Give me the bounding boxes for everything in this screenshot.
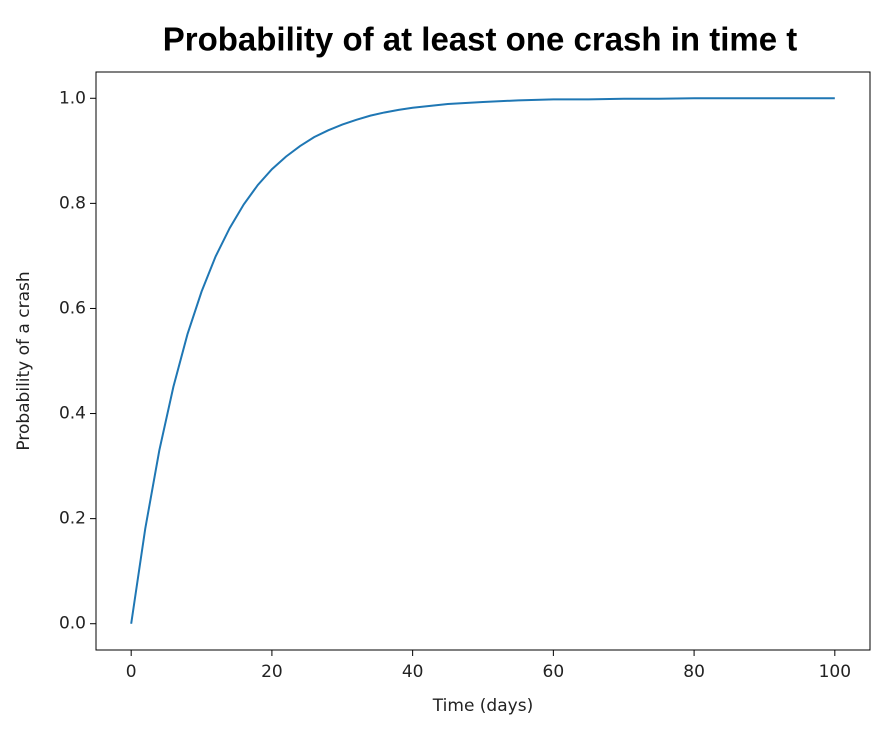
- y-axis-label: Probability of a crash: [14, 271, 34, 450]
- x-axis-label: Time (days): [432, 696, 533, 716]
- x-tick-label: 40: [402, 662, 424, 682]
- x-tick-label: 100: [819, 662, 851, 682]
- chart-title: Probability of at least one crash in tim…: [163, 21, 797, 58]
- y-tick-label: 1.0: [59, 88, 86, 108]
- x-tick-label: 80: [683, 662, 705, 682]
- y-tick-label: 0.2: [59, 509, 86, 529]
- plot-frame: [95, 71, 871, 651]
- y-tick-label: 0.8: [59, 193, 86, 213]
- y-tick-label: 0.6: [59, 298, 86, 318]
- y-tick-label: 0.4: [59, 404, 86, 424]
- x-tick-label: 60: [543, 662, 565, 682]
- line-series: [130, 97, 835, 624]
- x-tick-label: 20: [261, 662, 283, 682]
- y-tick-label: 0.0: [59, 614, 86, 634]
- x-tick-label: 0: [126, 662, 137, 682]
